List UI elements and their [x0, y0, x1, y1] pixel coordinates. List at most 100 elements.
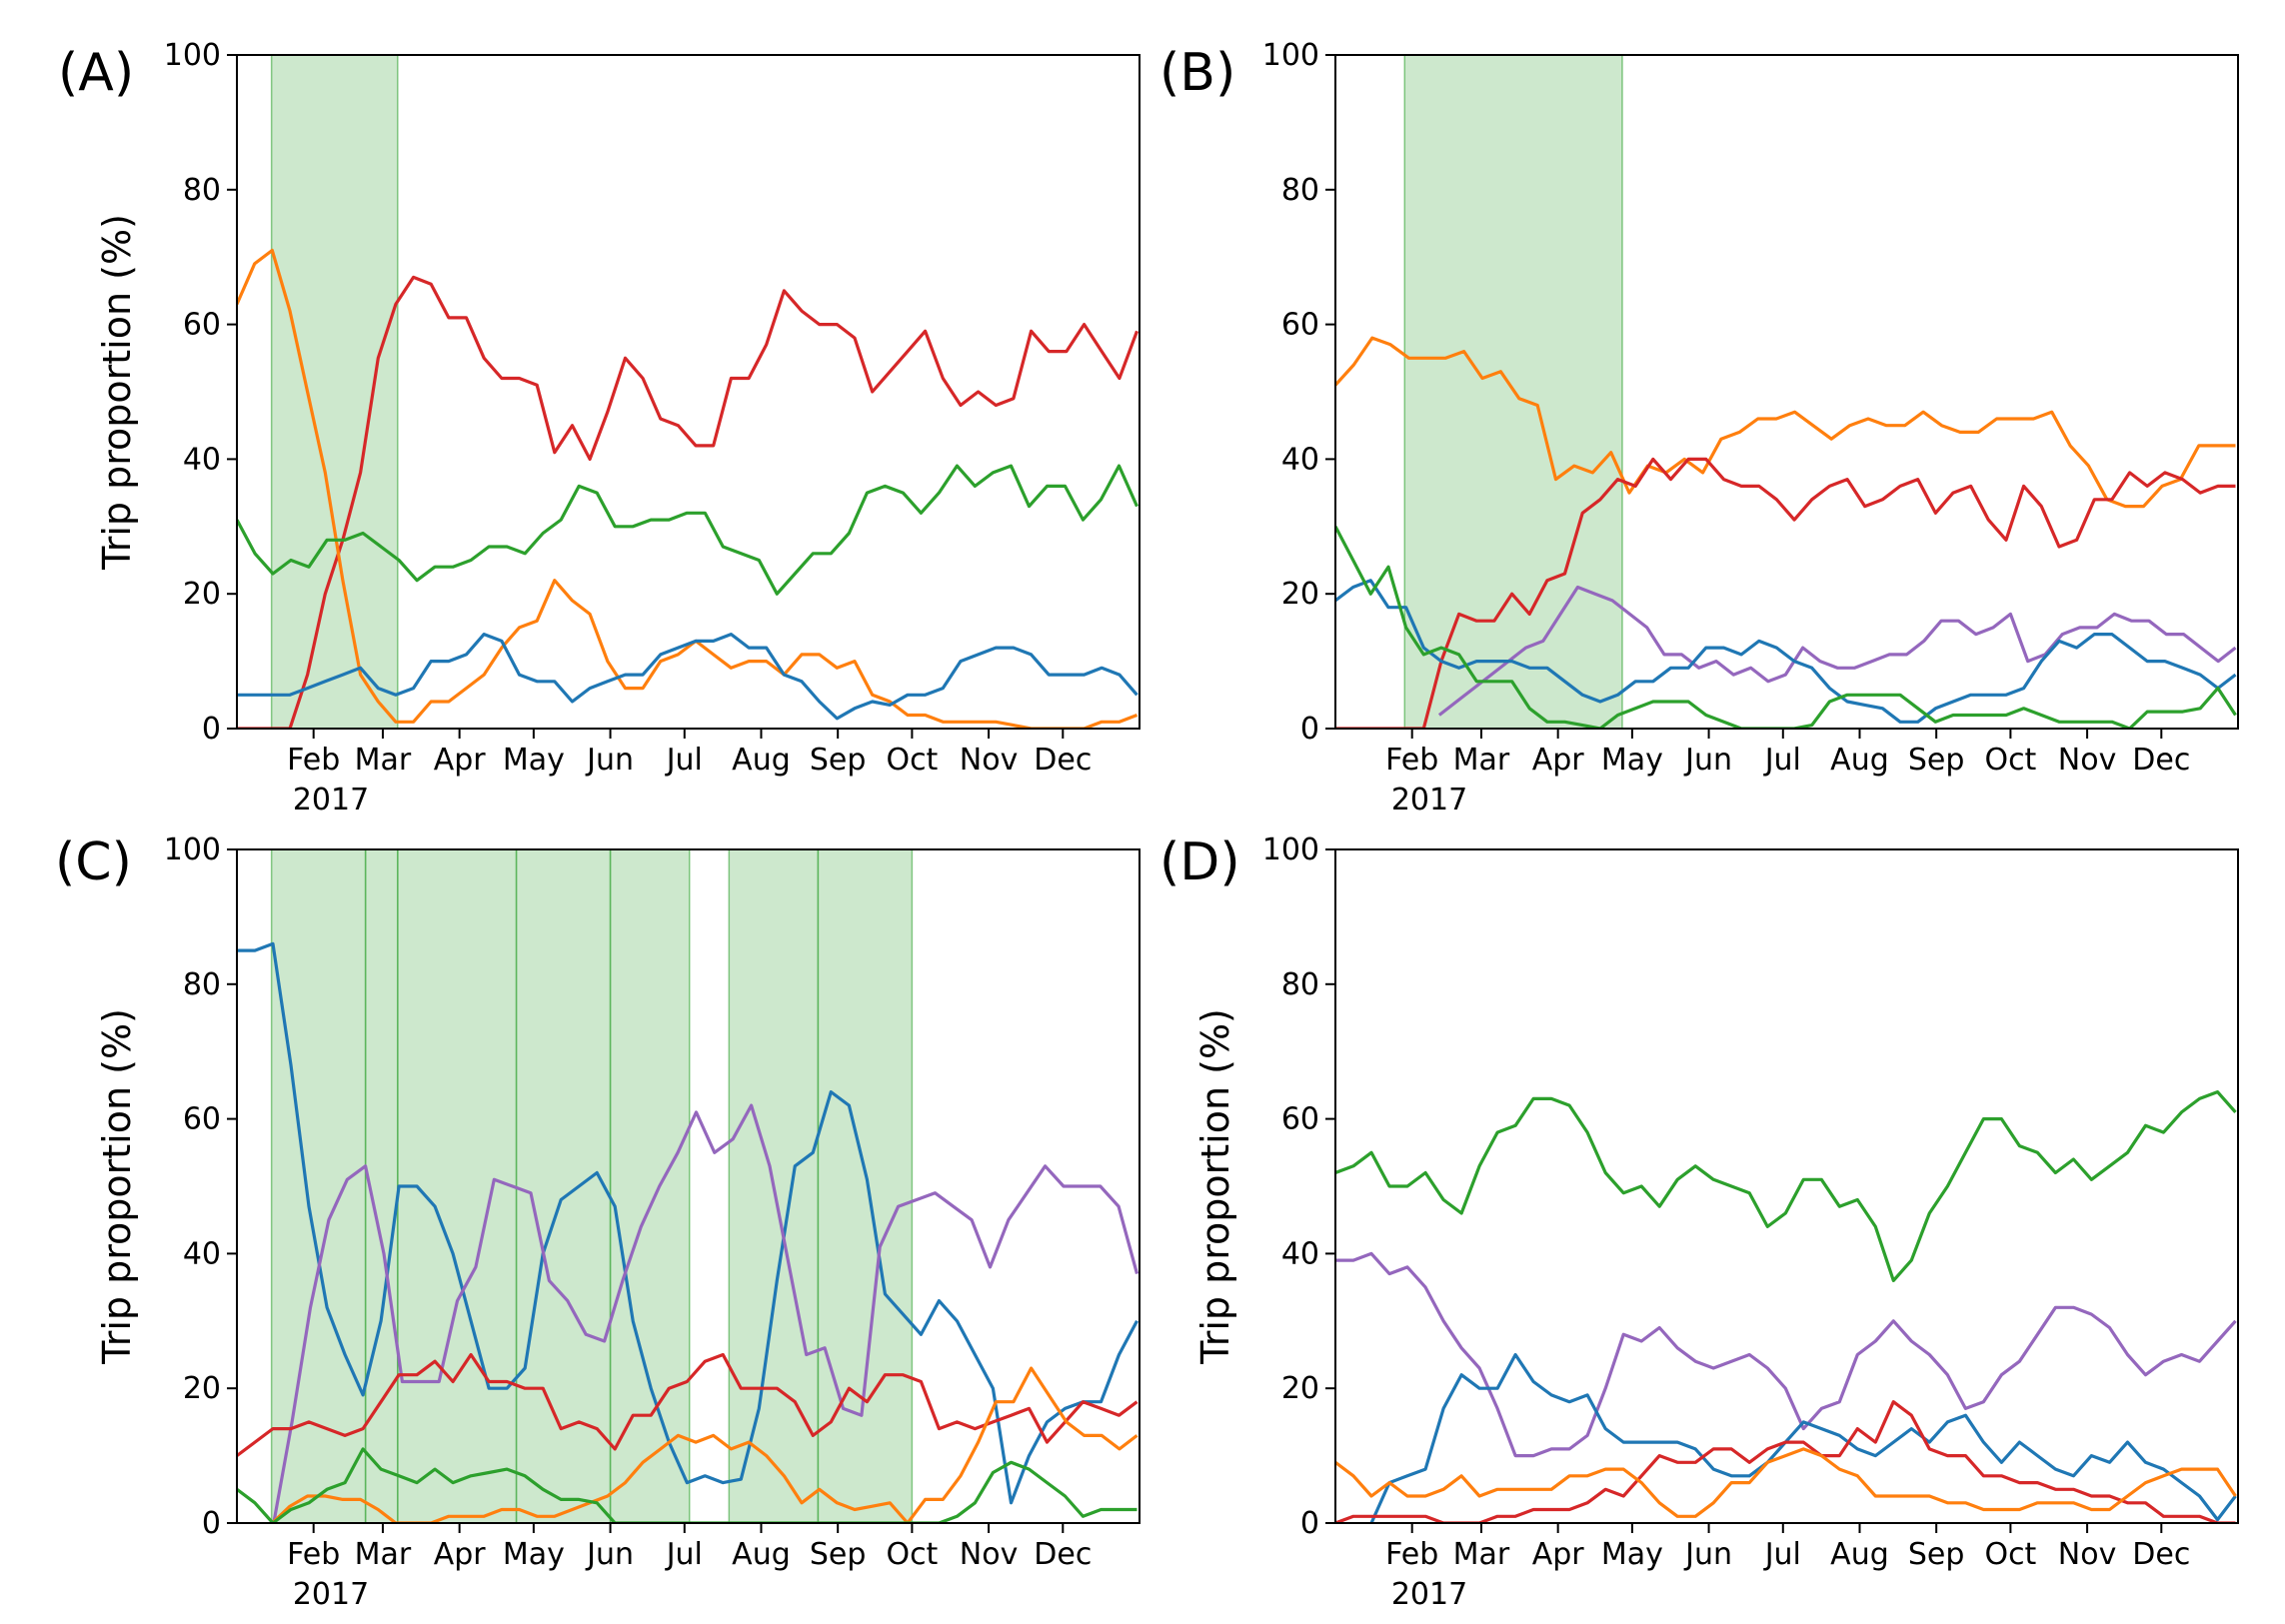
- panel-label: (A): [58, 43, 134, 103]
- x-tick-label-sep: Sep: [1908, 1537, 1965, 1572]
- y-tick-label: 20: [1281, 1371, 1319, 1406]
- x-tick-label-mar: Mar: [355, 743, 412, 778]
- x-tick-label-jul: Jul: [665, 1537, 703, 1572]
- axes-frame: [236, 54, 1141, 730]
- x-tick-label-may: May: [1601, 1537, 1663, 1572]
- x-tick-label-jul: Jul: [1763, 743, 1801, 778]
- x-tick-label-jun: Jun: [1683, 743, 1732, 778]
- x-tick-label-aug: Aug: [1830, 743, 1889, 778]
- chart-panel-4: 0 20 40 60 80 100 Feb Mar Apr May Jun Jul Aug Sep Oct N…: [1159, 832, 2239, 1612]
- y-tick-label: 0: [1300, 1506, 1319, 1541]
- x-tick-label-aug: Aug: [732, 743, 791, 778]
- x-tick-label-nov: Nov: [2058, 1537, 2117, 1572]
- y-axis-label: Trip proportion (%): [95, 214, 139, 571]
- y-tick-label: 0: [202, 712, 221, 747]
- series-line-4: [271, 1366, 1139, 1523]
- x-tick-label-oct: Oct: [1984, 743, 2036, 778]
- x-tick-label-dec: Dec: [1034, 1537, 1092, 1572]
- series-line-1: [1335, 1090, 2237, 1282]
- y-tick-label: 20: [183, 1371, 221, 1406]
- series-line-5: [237, 1447, 1138, 1523]
- y-tick-label: 40: [1281, 1236, 1319, 1271]
- series-line-3: [237, 464, 1139, 596]
- chart-panel-2: 0 20 40 60 80 100 Feb Mar Apr May Jun Jul Aug Sep Oct N…: [1159, 38, 2239, 817]
- y-tick-label: 60: [1281, 308, 1319, 343]
- x-tick-label-nov: Nov: [960, 1537, 1019, 1572]
- shaded-period-1: [270, 848, 691, 1524]
- x-tick-label-aug: Aug: [732, 1537, 791, 1572]
- y-tick-label: 20: [1281, 577, 1319, 612]
- axes-frame: [236, 848, 1141, 1524]
- y-axis-label: Trip proportion (%): [1193, 1008, 1237, 1365]
- series-line-5: [1335, 1447, 2237, 1518]
- chart-panel-3: 0 20 40 60 80 100 Feb Mar Apr May Jun Jul Aug Sep Oct N…: [55, 832, 1141, 1612]
- x-tick-label-aug: Aug: [1830, 1537, 1889, 1572]
- x-tick-label-apr: Apr: [434, 1537, 487, 1572]
- y-tick-label: 80: [1281, 173, 1319, 208]
- series-line-1: [1335, 336, 2236, 509]
- x-year-label: 2017: [1391, 1577, 1467, 1612]
- y-tick-label: 20: [183, 577, 221, 612]
- x-tick-label-jun: Jun: [585, 743, 634, 778]
- y-tick-label: 80: [183, 173, 221, 208]
- y-tick-label: 80: [183, 967, 221, 1002]
- x-tick-label-sep: Sep: [810, 1537, 867, 1572]
- x-year-label: 2017: [293, 783, 369, 817]
- series-line-4: [1335, 1400, 2236, 1523]
- series-line-2: [237, 248, 1139, 729]
- x-tick-label-dec: Dec: [1034, 743, 1092, 778]
- y-axis-label: Trip proportion (%): [95, 1008, 139, 1365]
- series-line-1: [237, 275, 1139, 729]
- x-tick-label-mar: Mar: [355, 1537, 412, 1572]
- y-tick-label: 60: [183, 1102, 221, 1137]
- x-tick-label-feb: Feb: [1385, 1537, 1438, 1572]
- y-tick-label: 60: [183, 308, 221, 343]
- x-tick-label-nov: Nov: [2058, 743, 2117, 778]
- y-tick-label: 100: [1262, 38, 1319, 73]
- x-tick-label-apr: Apr: [1532, 1537, 1585, 1572]
- panel-label: (C): [55, 832, 132, 892]
- x-tick-label-dec: Dec: [2132, 743, 2190, 778]
- x-tick-label-jun: Jun: [1683, 1537, 1732, 1572]
- series-line-4: [237, 633, 1139, 721]
- y-tick-label: 100: [1262, 832, 1319, 867]
- series-line-2: [1335, 1251, 2237, 1458]
- y-tick-label: 100: [164, 832, 221, 867]
- series-line-3: [1437, 585, 2237, 717]
- x-tick-label-feb: Feb: [1385, 743, 1438, 778]
- panel-label: (D): [1159, 832, 1240, 892]
- y-tick-label: 60: [1281, 1102, 1319, 1137]
- x-tick-label-oct: Oct: [1984, 1537, 2036, 1572]
- x-tick-label-apr: Apr: [1532, 743, 1585, 778]
- x-tick-label-dec: Dec: [2132, 1537, 2190, 1572]
- series-line-2: [1335, 457, 2236, 729]
- series-line-3: [1369, 1352, 2237, 1523]
- series-line-4: [1335, 579, 2237, 724]
- x-tick-label-oct: Oct: [886, 1537, 938, 1572]
- axes-frame: [1334, 848, 2239, 1524]
- x-year-label: 2017: [1391, 783, 1467, 817]
- x-tick-label-mar: Mar: [1453, 1537, 1510, 1572]
- x-year-label: 2017: [293, 1577, 369, 1612]
- axes-frame: [1334, 54, 2239, 730]
- x-tick-label-may: May: [1601, 743, 1663, 778]
- y-tick-label: 80: [1281, 967, 1319, 1002]
- y-tick-label: 100: [164, 38, 221, 73]
- x-tick-label-jul: Jul: [665, 743, 703, 778]
- y-tick-label: 40: [183, 442, 221, 477]
- y-tick-label: 40: [183, 1236, 221, 1271]
- y-tick-label: 0: [1300, 712, 1319, 747]
- x-tick-label-jun: Jun: [585, 1537, 634, 1572]
- x-tick-label-oct: Oct: [886, 743, 938, 778]
- x-tick-label-feb: Feb: [287, 743, 340, 778]
- y-tick-label: 40: [1281, 442, 1319, 477]
- series-line-2: [272, 1103, 1140, 1523]
- panel-label: (B): [1159, 43, 1235, 103]
- shaded-period-1: [270, 54, 399, 730]
- chart-panel-1: 0 20 40 60 80 100 Feb Mar Apr May Jun Jul Aug Sep Oct N…: [58, 38, 1141, 817]
- y-tick-label: 0: [202, 1506, 221, 1541]
- series-line-5: [1335, 526, 2237, 729]
- x-tick-label-sep: Sep: [810, 743, 867, 778]
- x-tick-label-mar: Mar: [1453, 743, 1510, 778]
